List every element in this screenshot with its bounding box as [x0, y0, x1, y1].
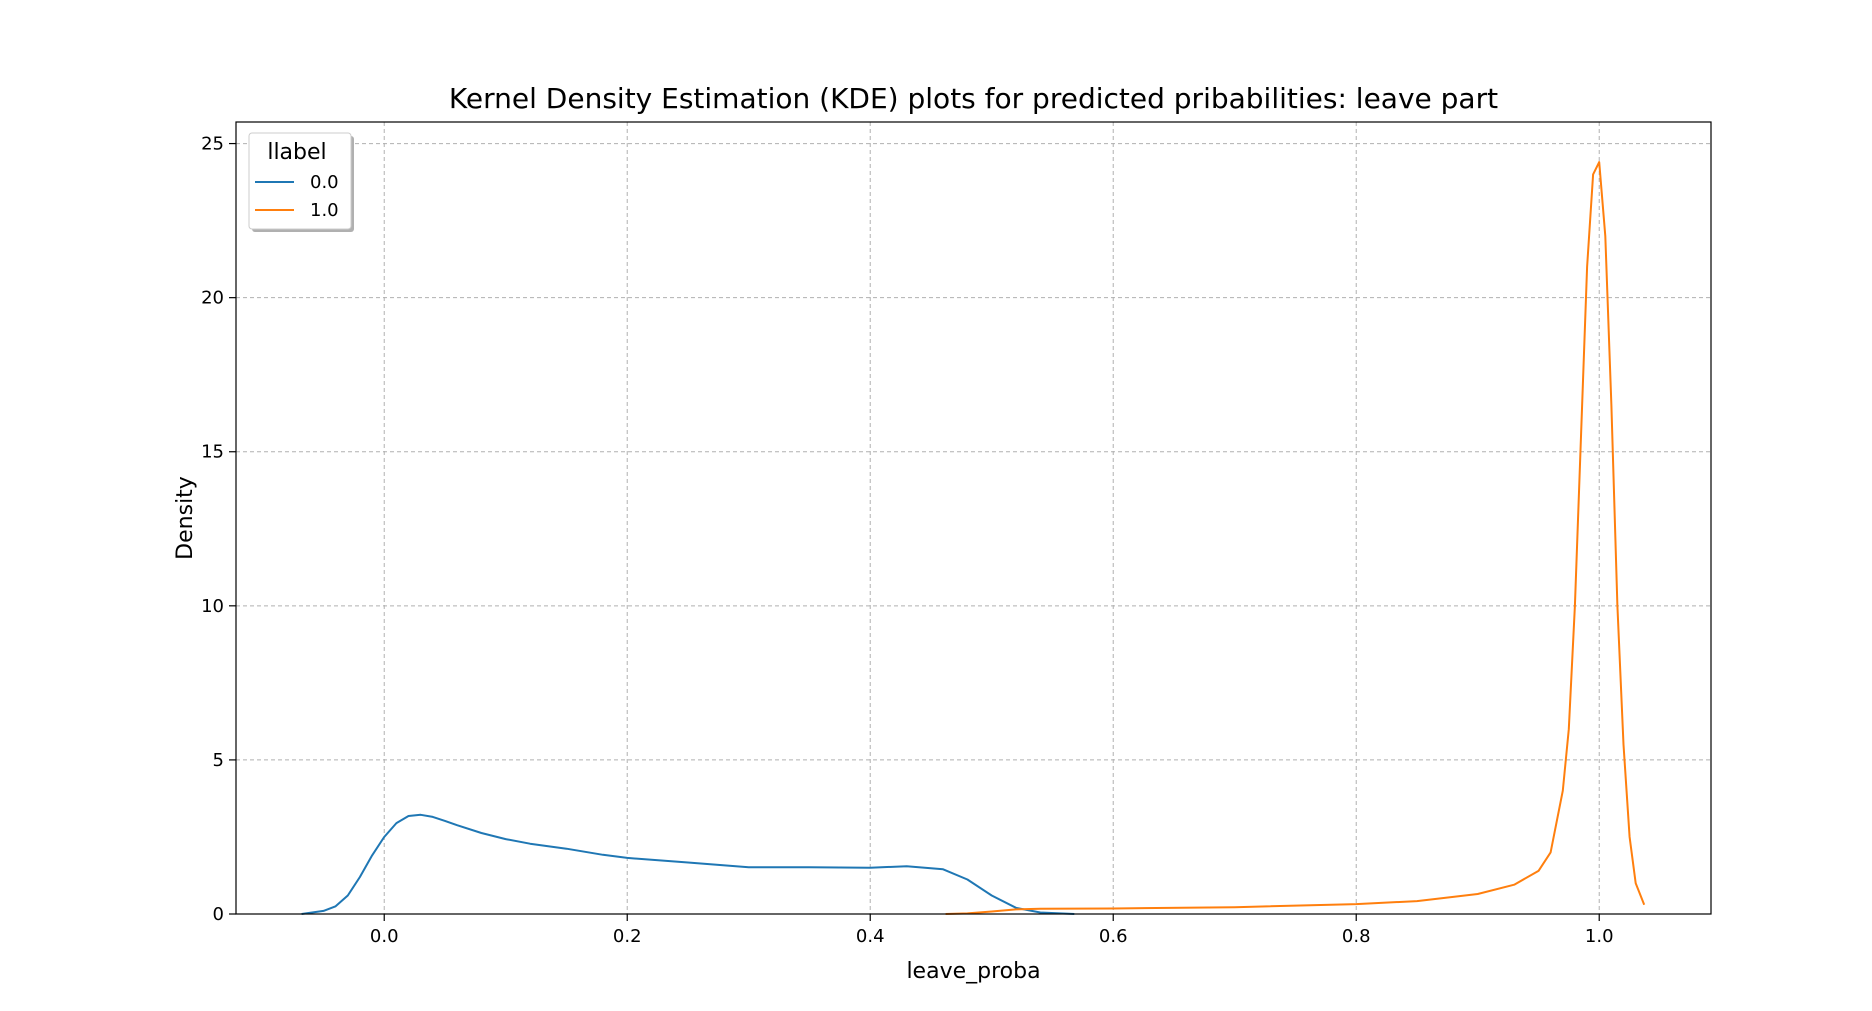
x-axis-label: leave_proba [906, 959, 1040, 984]
legend-title: llabel [267, 140, 326, 165]
chart-title: Kernel Density Estimation (KDE) plots fo… [449, 82, 1498, 115]
x-tick-label: 0.4 [856, 926, 885, 947]
series-line-0 [301, 813, 1075, 915]
y-tick-label: 15 [201, 442, 224, 463]
x-tick-label: 0.0 [370, 926, 399, 947]
x-tick-label: 0.2 [613, 926, 642, 947]
y-tick-label: 5 [213, 750, 224, 771]
legend-box [248, 132, 352, 230]
grid-lines [236, 122, 1711, 915]
legend-entries: 0.01.0 [255, 172, 339, 221]
x-tick-label: 1.0 [1585, 926, 1614, 947]
legend-label-1: 1.0 [310, 200, 339, 221]
legend-label-0: 0.0 [310, 172, 339, 193]
plot-frame [235, 121, 1712, 915]
y-tick-label: 0 [213, 904, 224, 925]
series-lines [301, 161, 1646, 915]
series-line-1 [945, 161, 1646, 915]
y-axis-ticks: 0 5 10 15 20 25 [201, 134, 236, 925]
x-tick-label: 0.6 [1099, 926, 1128, 947]
y-tick-label: 25 [201, 134, 224, 155]
x-tick-label: 0.8 [1342, 926, 1371, 947]
y-tick-label: 20 [201, 288, 224, 309]
y-tick-label: 10 [201, 596, 224, 617]
x-axis-ticks: 0.0 0.2 0.4 0.6 0.8 1.0 [370, 914, 1614, 947]
y-axis-label: Density [173, 476, 198, 560]
legend: llabel 0.01.0 [248, 132, 354, 232]
